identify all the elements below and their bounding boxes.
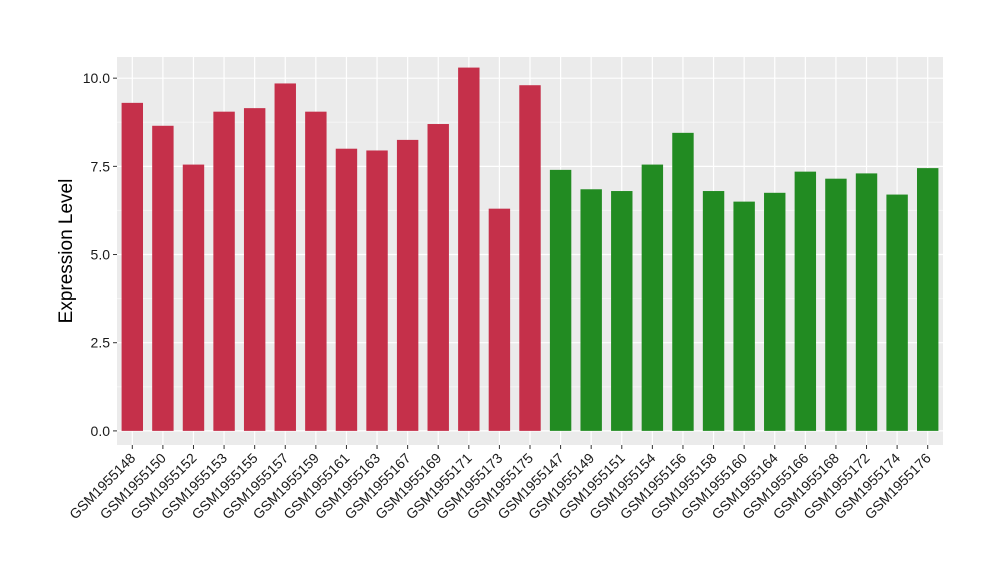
- y-tick-label: 10.0: [83, 70, 110, 86]
- bar-GSM1955159: [305, 111, 327, 431]
- bar-GSM1955164: [764, 192, 786, 431]
- bar-GSM1955171: [458, 67, 480, 431]
- bar-GSM1955157: [274, 83, 296, 431]
- bar-GSM1955156: [672, 132, 694, 431]
- y-tick-label: 0.0: [91, 423, 111, 439]
- y-axis: 0.0 2.5 5.0 7.5 10.0: [83, 70, 117, 439]
- bar-GSM1955166: [794, 171, 817, 431]
- bar-GSM1955160: [733, 201, 755, 431]
- y-axis-title: Expression Level: [56, 179, 77, 324]
- bar-GSM1955173: [488, 208, 511, 431]
- y-tick-label: 2.5: [91, 335, 111, 351]
- bar-GSM1955153: [213, 111, 235, 431]
- y-tick-label: 7.5: [91, 158, 111, 174]
- bar-GSM1955154: [641, 164, 664, 431]
- bar-GSM1955169: [427, 124, 449, 431]
- bar-GSM1955176: [916, 168, 939, 431]
- y-tick-label: 5.0: [91, 247, 111, 263]
- bar-GSM1955175: [519, 85, 541, 431]
- bar-GSM1955163: [366, 150, 388, 431]
- bar-GSM1955168: [825, 178, 847, 431]
- x-axis: GSM1955148GSM1955150GSM1955152GSM1955153…: [66, 445, 934, 522]
- bar-GSM1955147: [549, 169, 572, 431]
- bar-GSM1955150: [152, 125, 174, 431]
- bar-GSM1955172: [855, 173, 878, 431]
- bar-GSM1955174: [886, 194, 908, 431]
- bar-GSM1955155: [243, 108, 266, 431]
- bars: [121, 67, 939, 431]
- bar-GSM1955161: [335, 148, 358, 431]
- bar-GSM1955148: [121, 102, 144, 431]
- bar-GSM1955158: [702, 191, 725, 431]
- bar-GSM1955167: [396, 139, 419, 431]
- bar-GSM1955151: [611, 191, 633, 431]
- bar-GSM1955149: [580, 189, 602, 431]
- bar-GSM1955152: [182, 164, 205, 431]
